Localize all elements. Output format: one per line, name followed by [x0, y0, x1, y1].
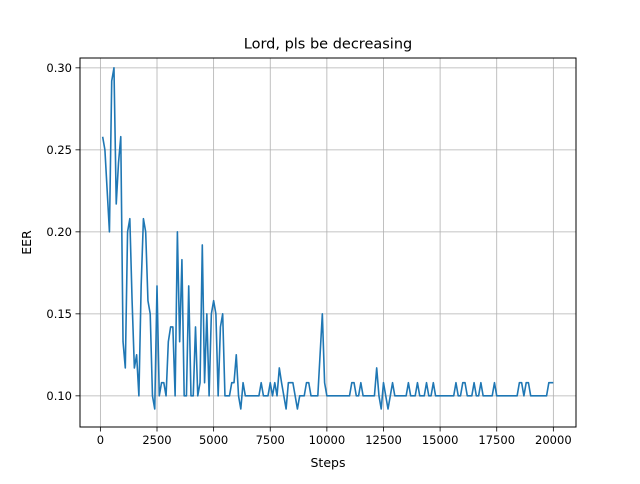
- x-axis: 0 2500 5000 7500 10000 12500 15000 17500 20000: [97, 427, 572, 447]
- x-tick-label: 5000: [199, 433, 228, 447]
- plot-frame: [79, 57, 577, 428]
- x-tick-label: 20000: [535, 433, 572, 447]
- y-axis: 0.10 0.15 0.20 0.25 0.30: [46, 61, 80, 403]
- eer-series-line: [101, 67, 554, 410]
- series-layer: [101, 67, 554, 410]
- y-tick-label: 0.15: [46, 307, 72, 321]
- x-tick-label: 10000: [309, 433, 346, 447]
- x-tick-label: 2500: [142, 433, 171, 447]
- x-tick-label: 7500: [256, 433, 285, 447]
- y-tick-label: 0.30: [46, 61, 72, 75]
- x-tick-label: 0: [97, 433, 104, 447]
- y-tick-label: 0.20: [46, 225, 72, 239]
- y-tick-label: 0.25: [46, 143, 72, 157]
- x-tick-label: 15000: [422, 433, 459, 447]
- grid: [80, 58, 576, 427]
- y-tick-label: 0.10: [46, 389, 72, 403]
- y-axis-label: EER: [19, 230, 34, 255]
- x-tick-label: 12500: [365, 433, 402, 447]
- x-axis-label: Steps: [311, 455, 346, 470]
- x-tick-label: 17500: [478, 433, 515, 447]
- chart-title: Lord, pls be decreasing: [244, 37, 412, 53]
